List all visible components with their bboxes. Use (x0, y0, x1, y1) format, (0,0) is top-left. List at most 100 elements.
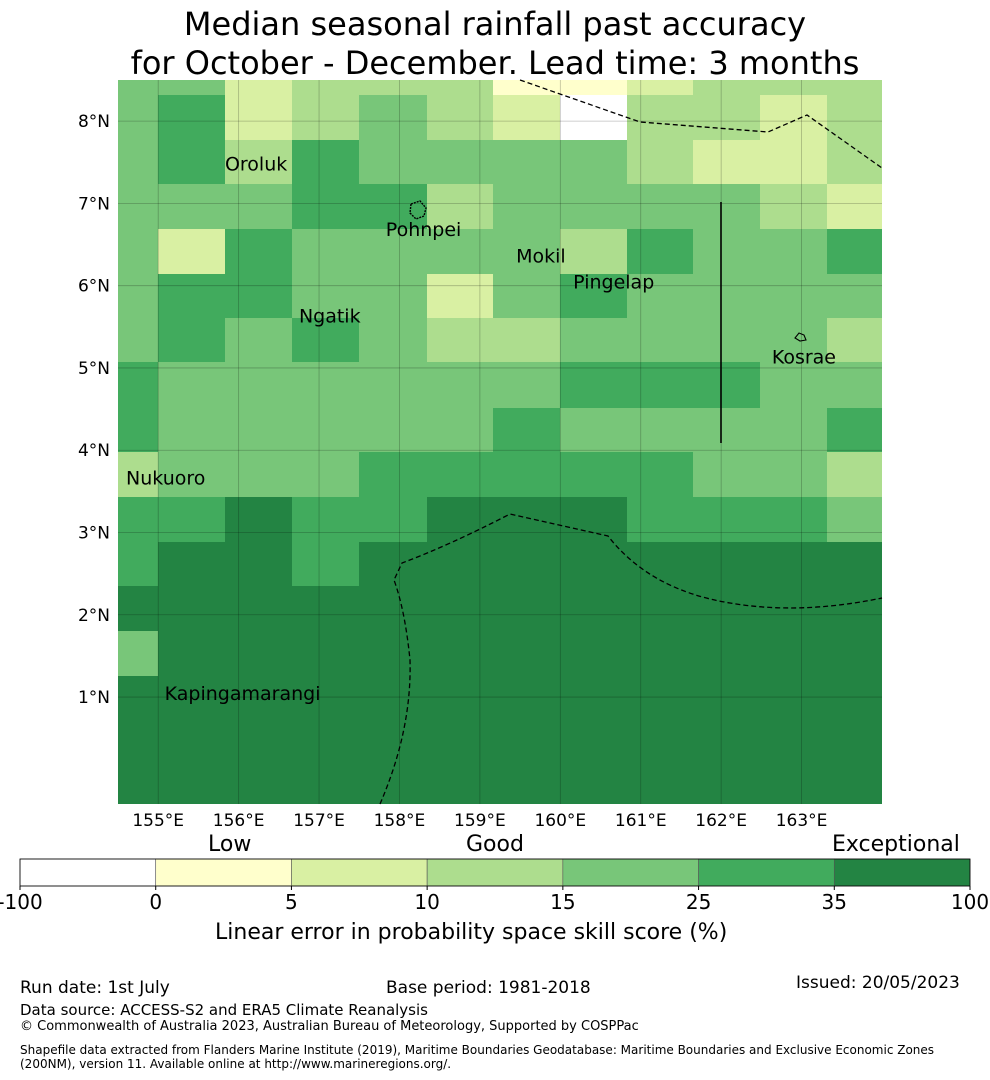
lon-tick-label: 163°E (776, 811, 828, 831)
skill-cell (560, 318, 827, 362)
title-line-1: Median seasonal rainfall past accuracy (183, 5, 807, 43)
skill-cell (827, 184, 882, 229)
skill-cell (560, 229, 627, 274)
skill-cell (292, 274, 427, 318)
skill-cell (827, 318, 882, 362)
skill-cell (627, 140, 693, 184)
skill-cell (225, 452, 359, 497)
skill-cell (427, 95, 493, 140)
colorbar-tick-label: 15 (550, 890, 575, 914)
shapefile-credit-line-2: (200NM), version 11. Available online at… (20, 1057, 452, 1071)
data-source: Data source: ACCESS-S2 and ERA5 Climate … (20, 1001, 428, 1019)
skill-cell (225, 80, 292, 95)
skill-cell (225, 140, 292, 184)
skill-cell (493, 184, 760, 229)
map-axes: 155°E 156°E 157°E 158°E 159°E 160°E 161°E 162°E… (78, 112, 828, 831)
skill-cell (560, 362, 760, 408)
skill-cell (560, 80, 627, 95)
skill-cell (292, 140, 359, 184)
skill-cell (292, 80, 427, 95)
graticule (118, 80, 882, 804)
colorbar-tick-label: 35 (822, 890, 847, 914)
skill-cell (827, 408, 882, 452)
lat-tick-label: 3°N (78, 524, 110, 544)
skill-cell (359, 140, 627, 184)
title-line-2: for October - December. Lead time: 3 mon… (130, 44, 860, 82)
lat-tick-label: 6°N (78, 277, 110, 297)
skill-cell (760, 362, 882, 408)
skill-cell (158, 452, 225, 497)
skill-cell (158, 408, 493, 452)
colorbar-tick-label: 0 (149, 890, 162, 914)
colorbar-tick-label: 10 (414, 890, 439, 914)
colorbar-segment (562, 858, 699, 887)
colorbar-tick-label: 100 (951, 890, 989, 914)
skill-cell (292, 497, 427, 542)
eez-boundary-north (519, 79, 883, 169)
kosrae-island-outline (794, 332, 807, 342)
skill-cell (627, 229, 693, 274)
skill-cell (359, 452, 693, 497)
lat-tick-label: 7°N (78, 194, 110, 214)
skill-cell (158, 229, 225, 274)
skill-cell (427, 80, 493, 95)
skill-cell (427, 497, 627, 542)
skill-cell (158, 80, 225, 95)
skill-cell (760, 95, 827, 140)
lat-tick-label: 4°N (78, 441, 110, 461)
skill-cell (292, 95, 359, 140)
skill-cell (693, 140, 827, 184)
skill-cell (158, 362, 560, 408)
place-label-kapingamarangi: Kapingamarangi (165, 683, 321, 705)
lon-tick-label: 159°E (454, 811, 506, 831)
skill-cell (427, 184, 493, 229)
place-labels: Oroluk Pohnpei Mokil Pingelap Ngatik Kosrae Nu… (126, 153, 836, 705)
colorbar-category-good: Good (466, 832, 524, 857)
skill-cell (827, 95, 882, 140)
place-label-pohnpei: Pohnpei (386, 219, 462, 241)
lat-tick-label: 5°N (78, 359, 110, 379)
skill-cell (225, 497, 292, 542)
skill-cell (427, 274, 493, 318)
skill-cell (493, 95, 560, 140)
colorbar-tick-label: 5 (285, 890, 298, 914)
skill-grid (118, 80, 882, 804)
skill-cell (292, 318, 359, 362)
island-outlines (409, 200, 807, 342)
issued-date: Issued: 20/05/2023 (796, 973, 960, 993)
pohnpei-island-outline (409, 200, 427, 220)
lon-tick-label: 156°E (213, 811, 265, 831)
lon-tick-label: 160°E (534, 811, 586, 831)
place-label-ngatik: Ngatik (299, 305, 361, 327)
skill-cell (225, 95, 292, 140)
lat-tick-label: 2°N (78, 606, 110, 626)
colorbar-frame (19, 858, 971, 887)
skill-cell (560, 408, 827, 452)
maritime-boundaries (379, 79, 883, 805)
skill-cell (627, 80, 693, 95)
skill-cell (627, 95, 760, 140)
skill-cell (493, 408, 560, 452)
skill-cell (693, 229, 827, 274)
skill-cell (560, 95, 627, 140)
skill-cell (827, 452, 882, 497)
shapefile-credit-line-1: Shapefile data extracted from Flanders M… (20, 1043, 935, 1057)
colorbar-tick-label: 25 (686, 890, 711, 914)
skill-cell (627, 274, 882, 318)
skill-cell (760, 184, 827, 229)
colorbar-segment (426, 858, 564, 887)
place-label-kosrae: Kosrae (772, 347, 836, 369)
lon-tick-label: 158°E (374, 811, 426, 831)
skill-cell (118, 452, 158, 497)
skill-cell (118, 362, 158, 452)
skill-cell (427, 318, 560, 362)
skill-cell (292, 542, 359, 586)
skill-cell (118, 676, 882, 804)
skill-cell (158, 631, 882, 676)
colorbar-axis-label: Linear error in probability space skill … (215, 920, 728, 945)
place-label-oroluk: Oroluk (225, 153, 287, 175)
colorbar-segment (291, 858, 428, 887)
skill-cell (118, 80, 158, 229)
lon-tick-label: 157°E (293, 811, 345, 831)
